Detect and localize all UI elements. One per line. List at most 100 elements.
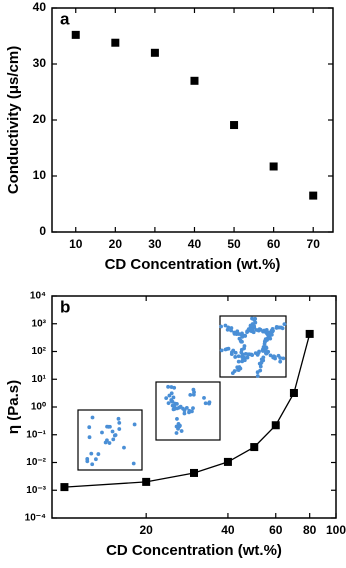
x-tick-label: 10 [69, 237, 83, 251]
inset-dot [103, 440, 108, 445]
data-point [223, 457, 232, 466]
inset-dot [278, 359, 283, 364]
data-point [111, 38, 120, 47]
inset-dot [258, 364, 263, 369]
inset-dot [233, 355, 238, 359]
inset-dot [250, 316, 254, 321]
inset-dot [230, 371, 235, 375]
inset-dot [229, 328, 233, 333]
inset-dot [166, 384, 170, 389]
inset-dot [174, 431, 179, 435]
y-tick-label: 40 [33, 0, 47, 14]
inset-dot [169, 385, 174, 389]
y-tick-label: 10¹ [32, 374, 47, 385]
inset-dot [264, 351, 269, 356]
inset-dot [237, 332, 241, 336]
x-axis-label: CD Concentration (wt.%) [106, 542, 282, 559]
y-tick-label: 10⁰ [31, 402, 46, 413]
x-tick-label: 40 [221, 523, 235, 537]
panel-label: a [60, 9, 70, 28]
inset-dot [219, 324, 224, 329]
x-tick-label: 80 [303, 523, 317, 537]
data-point [305, 329, 314, 338]
inset-dot [258, 368, 263, 373]
inset-dot [90, 462, 95, 467]
inset-dot [100, 430, 104, 435]
data-point [269, 162, 278, 171]
inset-dot [184, 405, 189, 410]
inset-dot [203, 401, 208, 406]
inset-dot [223, 323, 228, 328]
inset-dot [258, 327, 263, 332]
inset-dot [117, 427, 122, 431]
inset-dot [93, 457, 98, 462]
data-point [142, 477, 151, 486]
inset-dot [272, 354, 276, 359]
inset-dot [276, 325, 281, 330]
inset-dot [166, 401, 171, 406]
y-tick-label: 10⁻⁴ [25, 513, 46, 524]
inset-dot [258, 361, 263, 366]
inset-dot [245, 330, 249, 335]
x-tick-label: 20 [109, 237, 123, 251]
inset-dot [253, 320, 258, 325]
x-axis-label: CD Concentration (wt.%) [105, 256, 281, 273]
inset-dot [131, 461, 136, 466]
inset-dot [239, 339, 244, 344]
inset-dot [191, 406, 195, 411]
inset-dot [235, 329, 240, 334]
x-tick-label: 40 [188, 237, 202, 251]
inset-dot [267, 330, 271, 335]
inset-dot [281, 356, 286, 361]
inset-dot [236, 359, 241, 364]
x-tick-label: 30 [148, 237, 162, 251]
inset-dot [230, 350, 234, 355]
inset-dot [113, 433, 118, 437]
inset-dot [176, 421, 181, 426]
inset-dot [240, 331, 244, 336]
inset-dot [170, 403, 175, 408]
inset-dot [250, 353, 255, 358]
inset-dot [116, 416, 121, 421]
data-point [309, 191, 318, 200]
inset-dot [87, 435, 92, 440]
y-tick-label: 30 [33, 56, 47, 70]
inset-dot [174, 424, 179, 429]
inset-dot [279, 325, 284, 330]
y-tick-label: 20 [33, 112, 47, 126]
data-point [71, 30, 80, 39]
inset-dot [225, 327, 230, 332]
inset-dot [90, 415, 95, 420]
inset-dot [173, 401, 178, 406]
x-tick-label: 60 [267, 237, 281, 251]
data-line [64, 333, 311, 488]
inset-dot [96, 452, 101, 456]
inset-dot [245, 355, 250, 360]
y-tick-label: 10⁻³ [26, 485, 46, 496]
data-point [271, 421, 280, 430]
inset-dot [253, 316, 258, 321]
inset-dot [268, 353, 273, 358]
inset-dot [132, 422, 137, 427]
inset-dot [282, 322, 287, 327]
inset-dot [270, 327, 275, 331]
x-tick-label: 70 [307, 237, 321, 251]
inset-dot [264, 346, 269, 350]
inset-dot [89, 451, 94, 456]
data-point [289, 388, 298, 397]
panel-label: b [60, 297, 70, 316]
inset-dot [202, 395, 206, 400]
inset-dot [171, 395, 176, 400]
y-tick-label: 10⁴ [30, 291, 46, 302]
data-point [150, 48, 159, 57]
y-tick-label: 10³ [32, 318, 47, 329]
inset-dot [207, 401, 211, 406]
inset-dot [175, 417, 179, 421]
inset-dot [264, 327, 269, 332]
inset-dot [179, 429, 184, 433]
y-tick-label: 10² [32, 346, 47, 357]
y-tick-label: 10⁻¹ [26, 429, 46, 440]
inset-dot [243, 334, 248, 338]
y-axis-label: η (Pa.s) [5, 380, 22, 434]
